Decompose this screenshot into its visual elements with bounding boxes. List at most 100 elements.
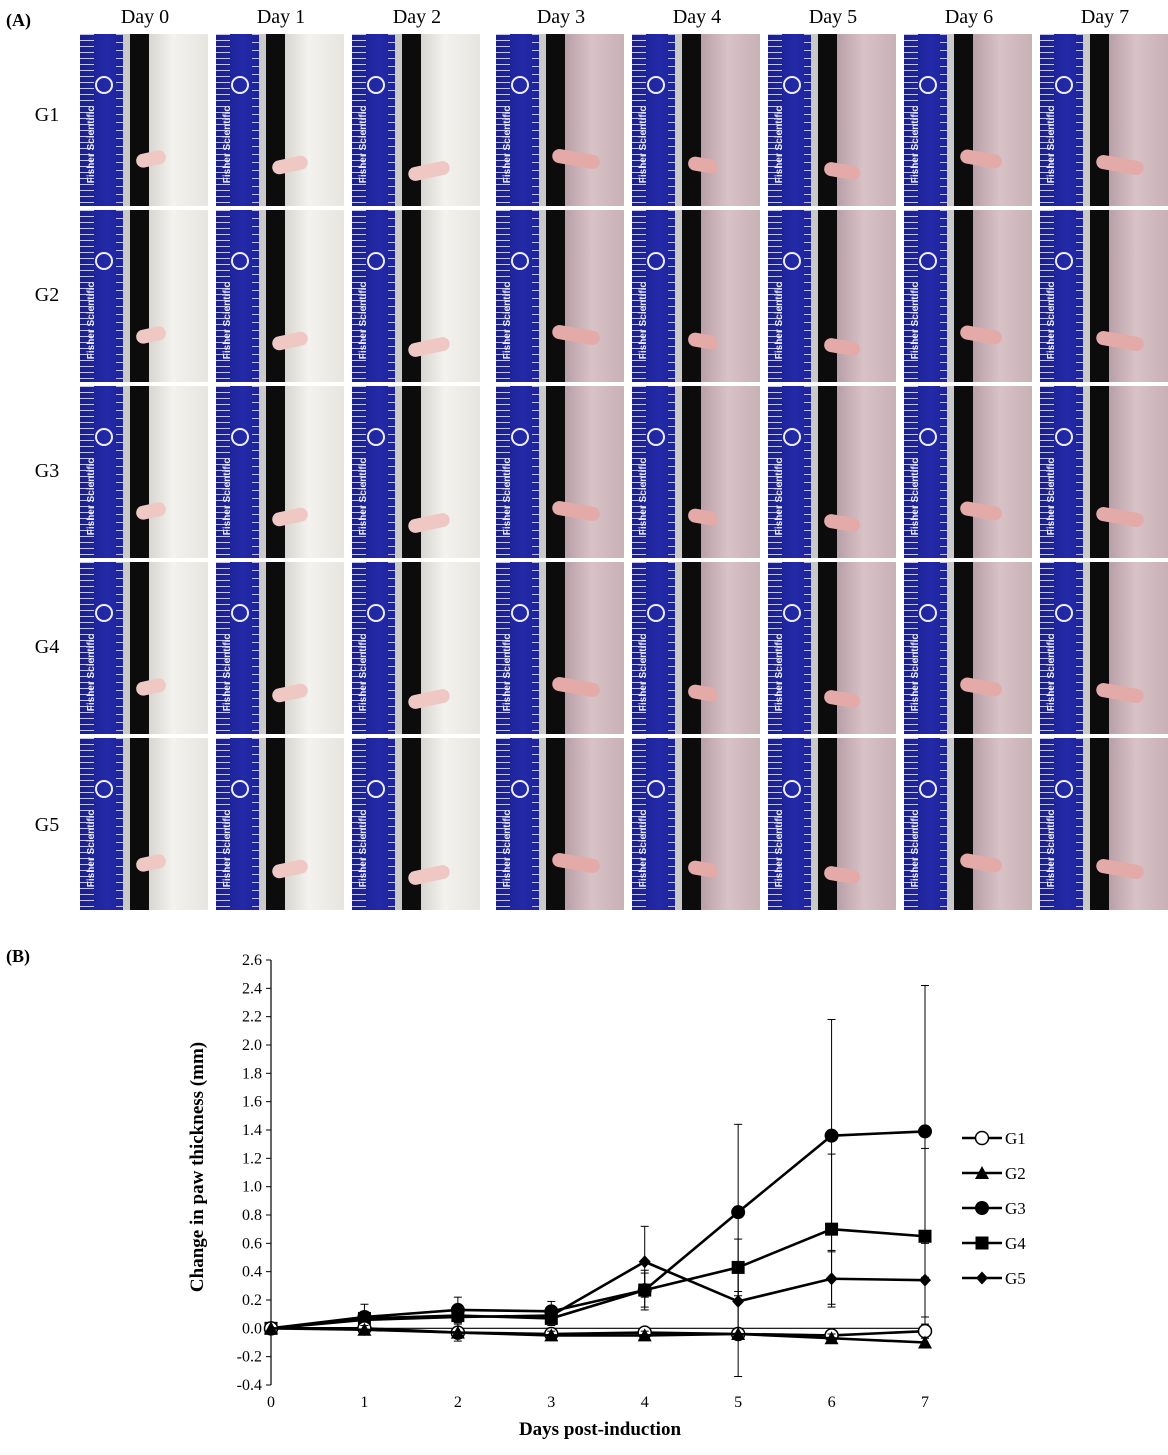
ruler-icon: Fisher Scientific	[216, 34, 266, 206]
mouse-body	[421, 210, 480, 382]
fisher-logo-icon	[919, 604, 937, 622]
panel-b-label: (B)	[6, 946, 30, 966]
ruler-icon: Fisher Scientific	[496, 210, 546, 382]
ruler-icon: Fisher Scientific	[80, 738, 130, 910]
mouse-body	[565, 34, 624, 206]
fisher-logo-icon	[647, 780, 665, 798]
fisher-logo-icon	[783, 780, 801, 798]
mouse-body	[1109, 562, 1168, 734]
ruler-brand-text: Fisher Scientific	[502, 106, 513, 184]
series-line	[270, 1130, 926, 1330]
ruler-brand-text: Fisher Scientific	[774, 634, 785, 712]
chart-axes: 2.6 2.4 2.2 2.0 1.8 1.6 1.4 1.2 1.0 0.8 0.6 0.4 0.2 0…	[237, 952, 929, 1411]
fisher-logo-icon	[95, 428, 113, 446]
legend-item-g5: G5	[962, 1269, 1026, 1288]
mouse-body	[149, 386, 208, 558]
series-line	[270, 1327, 926, 1344]
ruler-brand-text: Fisher Scientific	[502, 458, 513, 536]
fisher-logo-icon	[1055, 780, 1073, 798]
ruler-icon: Fisher Scientific	[496, 562, 546, 734]
ruler-brand-text: Fisher Scientific	[910, 282, 921, 360]
paw-photo-g2-day-7: Fisher Scientific	[1040, 210, 1168, 382]
ruler-icon: Fisher Scientific	[216, 210, 266, 382]
ruler-brand-text: Fisher Scientific	[910, 634, 921, 712]
fisher-logo-icon	[95, 76, 113, 94]
y-tick-label: -0.4	[237, 1377, 262, 1394]
mouse-body	[1109, 210, 1168, 382]
day-label-1: Day 1	[256, 6, 306, 28]
ruler-icon: Fisher Scientific	[904, 34, 954, 206]
ruler-icon: Fisher Scientific	[1040, 738, 1090, 910]
mouse-body	[149, 210, 208, 382]
group-label-g2: G2	[34, 284, 60, 306]
ruler-icon: Fisher Scientific	[80, 34, 130, 206]
ruler-brand-text: Fisher Scientific	[638, 810, 649, 888]
data-point	[824, 1128, 839, 1143]
fisher-logo-icon	[367, 252, 385, 270]
data-point	[918, 1229, 932, 1243]
fisher-logo-icon	[511, 428, 529, 446]
paw-photo-g3-day-0: Fisher Scientific	[80, 386, 208, 558]
y-tick-label: 0.6	[242, 1235, 262, 1252]
mouse-body	[837, 562, 896, 734]
data-point	[450, 1325, 465, 1339]
ruler-icon: Fisher Scientific	[632, 210, 682, 382]
ruler-icon: Fisher Scientific	[768, 562, 818, 734]
y-tick-label: 1.6	[242, 1094, 262, 1111]
ruler-icon: Fisher Scientific	[768, 738, 818, 910]
ruler-icon: Fisher Scientific	[352, 738, 402, 910]
series-g5	[265, 1225, 931, 1335]
data-point	[731, 1205, 746, 1220]
paw-photo-g2-day-6: Fisher Scientific	[904, 210, 1032, 382]
ruler-brand-text: Fisher Scientific	[358, 282, 369, 360]
ruler-brand-text: Fisher Scientific	[1046, 282, 1057, 360]
data-point	[731, 1327, 746, 1340]
fisher-logo-icon	[511, 76, 529, 94]
fisher-logo-icon	[919, 252, 937, 270]
ruler-icon: Fisher Scientific	[904, 738, 954, 910]
legend-item-g3: G3	[962, 1199, 1026, 1218]
mouse-body	[285, 738, 344, 910]
fisher-logo-icon	[783, 76, 801, 94]
fisher-logo-icon	[919, 780, 937, 798]
series-line	[270, 1227, 926, 1330]
data-point	[357, 1322, 372, 1336]
ruler-brand-text: Fisher Scientific	[638, 458, 649, 536]
group-label-g4: G4	[34, 636, 60, 658]
panel-a-label: (A)	[6, 10, 31, 30]
y-tick-label: 0.4	[242, 1264, 262, 1281]
fisher-logo-icon	[231, 780, 249, 798]
paw-photo-g1-day-0: Fisher Scientific	[80, 34, 208, 206]
data-point	[451, 1310, 464, 1324]
paw-photo-g5-day-4: Fisher Scientific	[632, 738, 760, 910]
paw-photo-g3-day-7: Fisher Scientific	[1040, 386, 1168, 558]
legend-item-g4: G4	[962, 1234, 1026, 1253]
fisher-logo-icon	[231, 76, 249, 94]
x-tick-label: 4	[641, 1394, 649, 1411]
fisher-logo-icon	[367, 428, 385, 446]
ruler-brand-text: Fisher Scientific	[774, 458, 785, 536]
x-tick-label: 2	[454, 1394, 462, 1411]
ruler-brand-text: Fisher Scientific	[358, 106, 369, 184]
series-g2	[264, 1291, 932, 1377]
mouse-body	[973, 738, 1032, 910]
ruler-icon: Fisher Scientific	[904, 562, 954, 734]
ruler-brand-text: Fisher Scientific	[222, 106, 233, 184]
ruler-icon: Fisher Scientific	[904, 210, 954, 382]
data-point	[919, 1273, 931, 1287]
ruler-brand-text: Fisher Scientific	[638, 282, 649, 360]
ruler-brand-text: Fisher Scientific	[358, 458, 369, 536]
ruler-icon: Fisher Scientific	[352, 34, 402, 206]
mouse-body	[285, 34, 344, 206]
ruler-brand-text: Fisher Scientific	[774, 810, 785, 888]
ruler-brand-text: Fisher Scientific	[86, 458, 97, 536]
ruler-icon: Fisher Scientific	[352, 562, 402, 734]
paw-photo-g5-day-0: Fisher Scientific	[80, 738, 208, 910]
series-line	[270, 1260, 926, 1330]
ruler-icon: Fisher Scientific	[768, 210, 818, 382]
paw-photo-g1-day-4: Fisher Scientific	[632, 34, 760, 206]
fisher-logo-icon	[647, 604, 665, 622]
ruler-icon: Fisher Scientific	[216, 738, 266, 910]
ruler-brand-text: Fisher Scientific	[638, 634, 649, 712]
mouse-body	[565, 210, 624, 382]
